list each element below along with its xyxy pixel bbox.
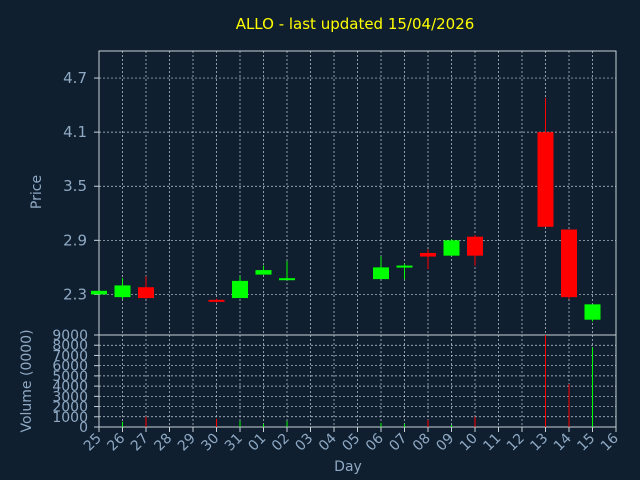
candle-body xyxy=(420,252,436,257)
day-tick-label: 02 xyxy=(269,431,293,455)
day-tick-label: 27 xyxy=(128,431,152,455)
day-tick-label: 26 xyxy=(104,430,128,454)
volume-tick-label: 9000 xyxy=(52,328,88,344)
chart-title: ALLO - last updated 15/04/2026 xyxy=(236,15,475,33)
volume-tick-label: 0 xyxy=(79,420,88,436)
candle-body xyxy=(138,287,154,299)
candle-body xyxy=(114,285,131,298)
day-tick-label: 13 xyxy=(527,431,551,455)
day-tick-label: 01 xyxy=(245,431,269,455)
candle-body xyxy=(584,304,601,320)
day-tick-label: 11 xyxy=(480,431,504,455)
day-tick-label: 08 xyxy=(410,431,434,455)
volume-tick-label: 6000 xyxy=(52,359,88,375)
candles xyxy=(91,97,601,322)
volume-bars xyxy=(122,335,593,427)
day-tick-label: 07 xyxy=(386,431,410,455)
price-grid xyxy=(99,51,616,335)
price-tick-label: 4.1 xyxy=(63,123,87,141)
day-tick-label: 06 xyxy=(363,430,387,454)
price-tick-label: 2.9 xyxy=(63,231,87,249)
volume-tick-label: 3000 xyxy=(52,389,88,405)
day-axis-label: Day xyxy=(334,459,362,475)
day-tick-label: 09 xyxy=(433,431,457,455)
day-tick-label: 16 xyxy=(598,430,622,454)
candle-body xyxy=(396,265,413,268)
day-tick-label: 04 xyxy=(316,430,340,454)
volume-tick-label: 5000 xyxy=(52,369,88,385)
candle-body xyxy=(255,270,272,275)
candle-body xyxy=(467,236,483,256)
day-tick-label: 05 xyxy=(339,431,363,455)
day-tick-label: 14 xyxy=(551,430,575,454)
price-tick-label: 2.3 xyxy=(63,285,87,303)
day-tick-labels: 25 26 27 28 29 30 31 01 02 03 04 05 06 07 08 09 10 11 12 13… xyxy=(81,427,622,454)
candle-body xyxy=(279,278,295,281)
candle-body xyxy=(208,299,225,302)
day-tick-label: 12 xyxy=(504,431,528,455)
day-tick-label: 28 xyxy=(151,431,175,455)
candle-body xyxy=(91,290,107,295)
candle-body xyxy=(373,267,389,280)
day-tick-label: 30 xyxy=(198,431,222,455)
day-tick-label: 10 xyxy=(457,431,481,455)
candle-body xyxy=(443,240,460,256)
volume-tick-label: 1000 xyxy=(52,410,88,426)
volume-grid xyxy=(99,334,616,428)
candle-body xyxy=(561,229,577,298)
volume-tick-label: 4000 xyxy=(52,379,88,395)
price-axis-label: Price xyxy=(29,175,45,209)
price-tick-labels: 2.3 2.9 3.5 4.1 4.7 xyxy=(63,69,99,303)
volume-axis-label: Volume (0000) xyxy=(19,329,35,432)
volume-tick-label: 2000 xyxy=(52,400,88,416)
day-tick-label: 03 xyxy=(292,431,316,455)
day-tick-label: 31 xyxy=(222,431,246,455)
volume-tick-label: 8000 xyxy=(52,338,88,354)
price-tick-label: 4.7 xyxy=(63,69,87,87)
candle-body xyxy=(232,280,248,299)
candle-body xyxy=(537,132,554,227)
price-tick-label: 3.5 xyxy=(63,177,87,195)
day-tick-label: 29 xyxy=(175,431,199,455)
day-tick-label: 15 xyxy=(574,431,598,455)
volume-tick-label: 7000 xyxy=(52,348,88,364)
